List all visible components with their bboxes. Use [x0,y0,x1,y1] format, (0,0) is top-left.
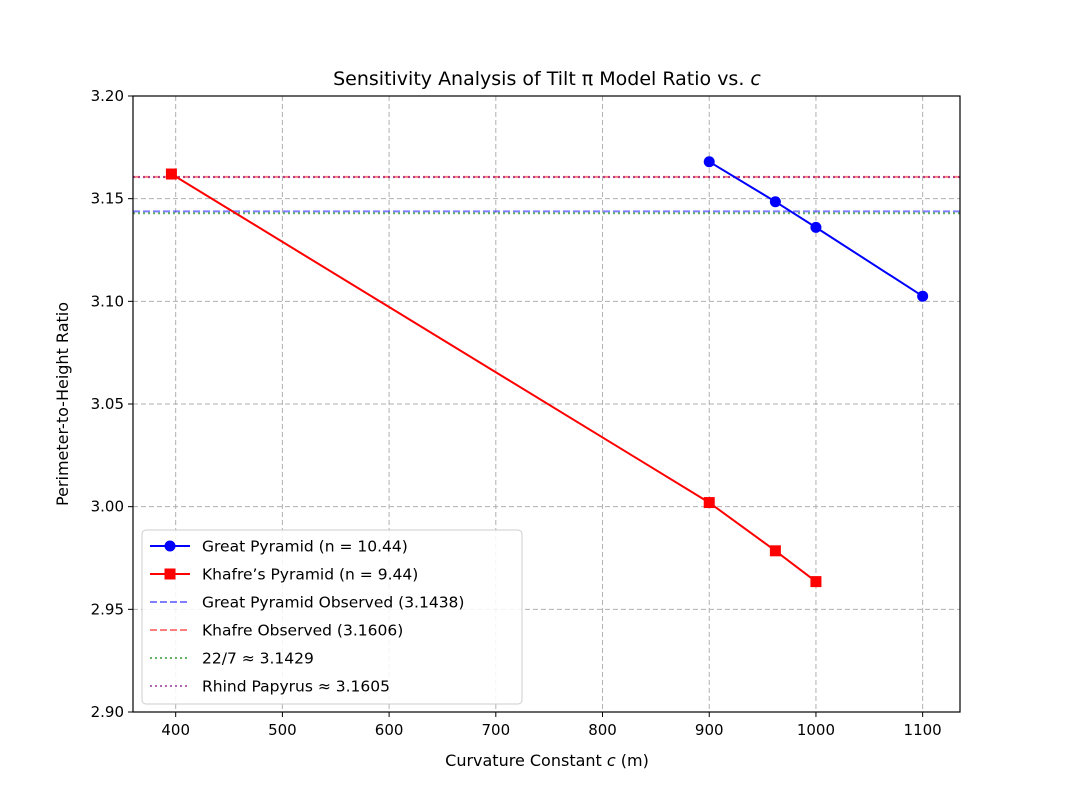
legend-entry: Great Pyramid (n = 10.44) [150,538,408,556]
y-tick-label: 3.00 [91,498,124,516]
x-tick-label: 600 [375,721,404,739]
legend-label: 22/7 ≈ 3.1429 [202,650,314,668]
legend-entry: Khafre’s Pyramid (n = 9.44) [150,566,418,584]
y-tick-label: 3.20 [91,87,124,105]
data-point [810,576,822,588]
legend-entry: Khafre Observed (3.1606) [150,622,403,640]
legend-box [141,529,523,705]
x-tick-label: 500 [268,721,297,739]
x-tick-label: 700 [481,721,510,739]
legend-label: Great Pyramid Observed (3.1438) [202,594,464,612]
reference-lines [133,175,960,215]
y-tick-label: 2.90 [91,703,124,721]
y-tick-label: 3.10 [91,292,124,310]
x-tick-label: 1000 [797,721,835,739]
y-tick-label: 3.05 [91,395,124,413]
data-point [769,196,781,208]
legend-entry: Rhind Papyrus ≈ 3.1605 [150,678,390,696]
legend-label: Khafre Observed (3.1606) [202,622,403,640]
x-tick-label: 800 [588,721,617,739]
x-tick-label: 400 [161,721,190,739]
legend-marker [164,568,176,580]
legend: Great Pyramid (n = 10.44) Khafre’s Pyrami… [141,529,523,705]
series-1 [165,168,822,588]
series-line-0 [708,160,924,298]
data-point [165,168,177,180]
y-axis-label: Perimeter-to-Height Ratio [53,302,72,506]
y-tick-label: 2.95 [91,600,124,618]
series-0 [703,156,929,302]
legend-label: Great Pyramid (n = 10.44) [202,538,408,556]
x-tick-label: 900 [695,721,724,739]
series-layer [165,156,929,588]
legend-label: Khafre’s Pyramid (n = 9.44) [202,566,418,584]
legend-entry: Great Pyramid Observed (3.1438) [150,594,464,612]
data-point [703,156,715,168]
y-tick-label: 3.15 [91,190,124,208]
ticks: 400 500 600 700 800 900 1000 1100 2.90 2.95 3.00 3.… [91,87,942,739]
chart-title: Sensitivity Analysis of Tilt π Model Rat… [333,68,761,90]
x-axis-label: Curvature Constant c (m) [445,751,649,770]
legend-label: Rhind Papyrus ≈ 3.1605 [202,678,390,696]
data-point [917,290,929,302]
data-point [703,497,715,509]
legend-marker [164,540,176,552]
legend-entry: 22/7 ≈ 3.1429 [150,650,314,668]
data-point [810,221,822,233]
series-line-1 [170,173,817,583]
x-tick-label: 1100 [904,721,942,739]
data-point [769,545,781,557]
